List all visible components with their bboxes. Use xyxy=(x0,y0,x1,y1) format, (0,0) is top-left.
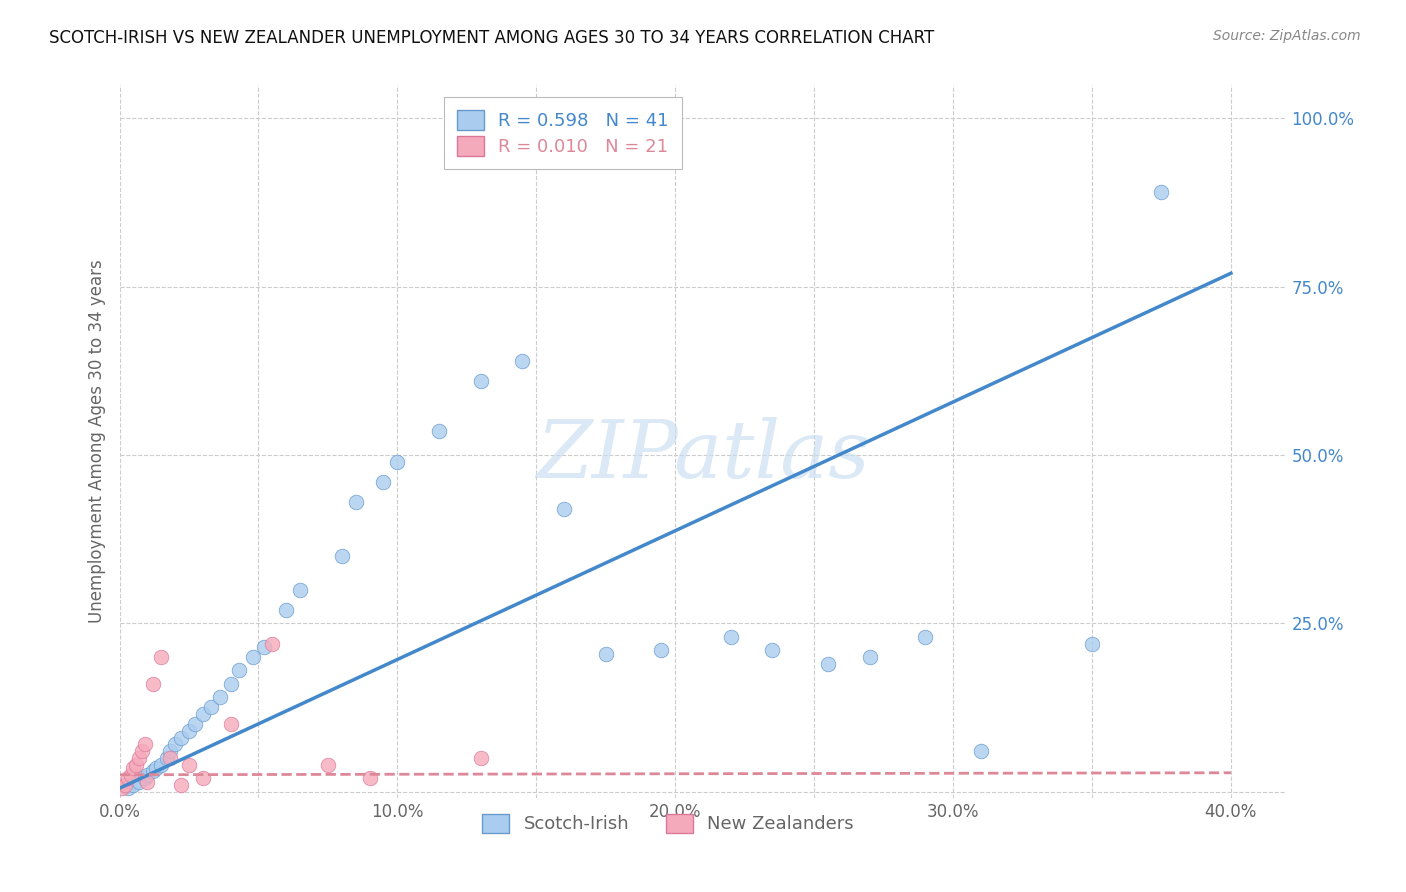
Point xyxy=(219,677,242,691)
Point xyxy=(344,495,367,509)
Point xyxy=(553,501,575,516)
Point xyxy=(128,774,150,789)
Point xyxy=(859,650,882,665)
Text: ZIPatlas: ZIPatlas xyxy=(536,417,870,494)
Point xyxy=(136,768,159,782)
Point xyxy=(111,781,134,796)
Point xyxy=(114,778,136,792)
Point xyxy=(125,757,148,772)
Point xyxy=(145,761,167,775)
Point xyxy=(156,751,179,765)
Point xyxy=(177,724,200,739)
Point xyxy=(183,717,205,731)
Point xyxy=(470,374,492,388)
Point xyxy=(276,603,298,617)
Point xyxy=(169,731,191,745)
Point xyxy=(316,757,339,772)
Point xyxy=(122,778,145,792)
Point xyxy=(177,757,200,772)
Point xyxy=(470,751,492,765)
Point xyxy=(373,475,395,489)
Point xyxy=(914,630,936,644)
Point xyxy=(136,774,159,789)
Point xyxy=(122,761,145,775)
Point xyxy=(150,757,173,772)
Point xyxy=(650,643,672,657)
Point xyxy=(761,643,783,657)
Point xyxy=(150,650,173,665)
Point xyxy=(134,738,156,752)
Point xyxy=(720,630,742,644)
Point xyxy=(117,771,139,785)
Point xyxy=(359,771,381,785)
Point xyxy=(228,664,250,678)
Point xyxy=(262,636,284,650)
Point xyxy=(817,657,839,671)
Point xyxy=(142,677,165,691)
Point xyxy=(131,744,153,758)
Point xyxy=(253,640,276,654)
Point xyxy=(169,778,191,792)
Point xyxy=(330,549,353,563)
Point xyxy=(970,744,993,758)
Point xyxy=(242,650,264,665)
Point xyxy=(159,751,181,765)
Point xyxy=(1081,636,1104,650)
Point xyxy=(427,425,450,439)
Point xyxy=(512,353,534,368)
Point xyxy=(595,647,617,661)
Text: Source: ZipAtlas.com: Source: ZipAtlas.com xyxy=(1213,29,1361,43)
Point xyxy=(1150,186,1173,200)
Point xyxy=(200,700,222,714)
Point xyxy=(159,744,181,758)
Point xyxy=(191,771,214,785)
Point xyxy=(128,751,150,765)
Point xyxy=(117,781,139,796)
Point xyxy=(288,582,311,597)
Y-axis label: Unemployment Among Ages 30 to 34 years: Unemployment Among Ages 30 to 34 years xyxy=(87,260,105,624)
Point xyxy=(219,717,242,731)
Legend: Scotch-Irish, New Zealanders: Scotch-Irish, New Zealanders xyxy=(475,806,860,840)
Point xyxy=(191,707,214,722)
Point xyxy=(120,768,142,782)
Point xyxy=(387,455,409,469)
Point xyxy=(134,771,156,785)
Point xyxy=(208,690,231,705)
Text: SCOTCH-IRISH VS NEW ZEALANDER UNEMPLOYMENT AMONG AGES 30 TO 34 YEARS CORRELATION: SCOTCH-IRISH VS NEW ZEALANDER UNEMPLOYME… xyxy=(49,29,935,46)
Point xyxy=(142,764,165,779)
Point xyxy=(165,738,187,752)
